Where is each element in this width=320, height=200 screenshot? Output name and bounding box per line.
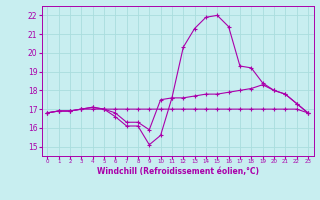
X-axis label: Windchill (Refroidissement éolien,°C): Windchill (Refroidissement éolien,°C) bbox=[97, 167, 259, 176]
